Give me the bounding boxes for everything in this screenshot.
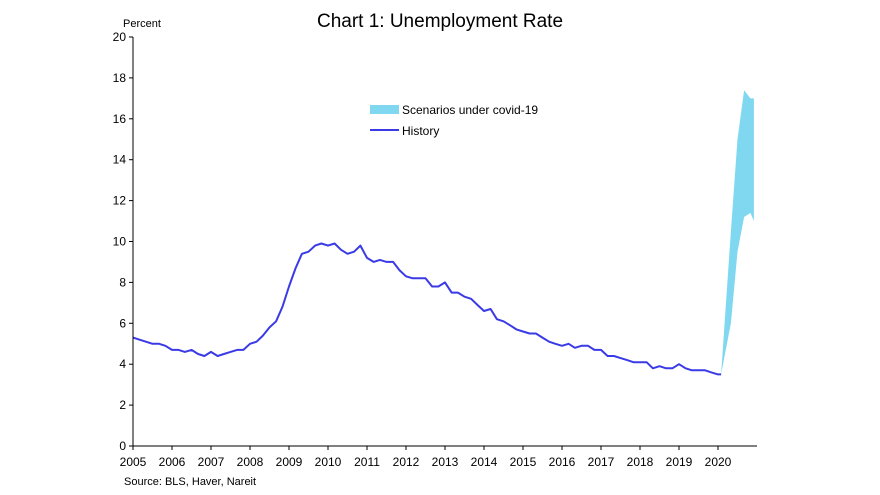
y-tick-label: 2 (119, 398, 126, 412)
x-tick-label: 2011 (354, 455, 380, 469)
y-tick-label: 8 (119, 275, 126, 289)
history-line (132, 242, 722, 376)
chart-title: Chart 1: Unemployment Rate (317, 11, 563, 32)
plot-area (132, 90, 754, 376)
x-tick-label: 2014 (471, 455, 498, 469)
y-tick-label: 20 (113, 30, 127, 44)
y-tick-label: 0 (119, 439, 126, 453)
y-tick-label: 4 (119, 357, 126, 371)
x-tick-label: 2010 (315, 455, 342, 469)
legend: Scenarios under covid-19 History (370, 103, 538, 138)
x-tick-label: 2005 (120, 455, 147, 469)
y-tick-label: 16 (113, 112, 127, 126)
scenario-band (721, 90, 754, 375)
y-tick-label: 12 (113, 194, 127, 208)
x-tick-label: 2017 (588, 455, 615, 469)
x-tick-label: 2012 (393, 455, 420, 469)
y-tick-label: 6 (119, 316, 126, 330)
legend-swatch-scenarios (370, 105, 399, 114)
x-tick-label: 2015 (510, 455, 537, 469)
x-tick-label: 2018 (627, 455, 654, 469)
x-tick-label: 2009 (276, 455, 303, 469)
x-tick-label: 2007 (198, 455, 225, 469)
y-tick-label: 10 (113, 235, 127, 249)
y-tick-label: 14 (113, 153, 127, 167)
y-axis-label: Percent (123, 18, 161, 30)
x-tick-label: 2016 (549, 455, 576, 469)
y-tick-label: 18 (113, 71, 127, 85)
x-tick-label: 2006 (159, 455, 186, 469)
x-tick-label: 2013 (432, 455, 459, 469)
x-tick-label: 2020 (705, 455, 732, 469)
x-tick-label: 2008 (237, 455, 264, 469)
source-note: Source: BLS, Haver, Nareit (124, 476, 256, 488)
x-tick-label: 2019 (666, 455, 693, 469)
x-tick-group: 2005 2006 2007 2008 2009 2010 2011 2012 2013 2014… (120, 446, 732, 469)
legend-label-scenarios: Scenarios under covid-19 (402, 103, 538, 117)
legend-label-history: History (402, 124, 439, 138)
y-tick-group: 0 2 4 6 8 10 12 14 16 18 20 (113, 30, 133, 453)
